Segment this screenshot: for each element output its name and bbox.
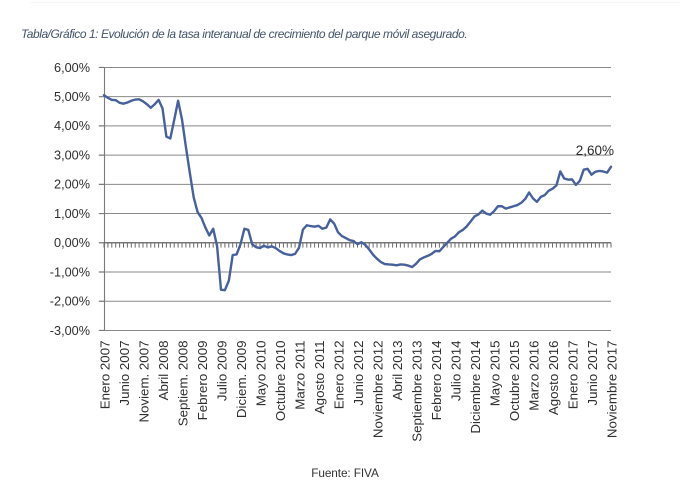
svg-text:-2,00%: -2,00% <box>50 295 90 309</box>
svg-text:Mayo 2010: Mayo 2010 <box>253 341 268 407</box>
svg-text:Marzo 2011: Marzo 2011 <box>292 341 307 410</box>
svg-text:4,00%: 4,00% <box>54 119 90 133</box>
svg-text:Septiem. 2008: Septiem. 2008 <box>175 341 190 427</box>
svg-text:Enero 2007: Enero 2007 <box>97 341 112 410</box>
svg-text:5,00%: 5,00% <box>54 90 90 104</box>
svg-text:Diciem. 2009: Diciem. 2009 <box>234 341 249 419</box>
svg-text:Marzo 2016: Marzo 2016 <box>526 341 541 411</box>
svg-text:Diciembre 2014: Diciembre 2014 <box>468 341 483 434</box>
svg-text:1,00%: 1,00% <box>54 207 90 221</box>
svg-text:Enero 2012: Enero 2012 <box>331 341 346 410</box>
svg-text:Abril 2013: Abril 2013 <box>390 341 405 401</box>
svg-text:Enero 2017: Enero 2017 <box>565 341 580 410</box>
svg-text:Noviembre 2017: Noviembre 2017 <box>604 341 619 439</box>
svg-text:2,60%: 2,60% <box>576 143 614 158</box>
svg-text:Junio 2017: Junio 2017 <box>585 341 600 406</box>
svg-text:Mayo 2015: Mayo 2015 <box>487 341 502 407</box>
svg-text:Septiembre 2013: Septiembre 2013 <box>409 341 424 442</box>
svg-text:Abril 2008: Abril 2008 <box>156 341 171 401</box>
svg-text:Junio 2007: Junio 2007 <box>117 341 132 406</box>
svg-text:Julio 2009: Julio 2009 <box>214 341 229 402</box>
svg-text:Agosto 2011: Agosto 2011 <box>312 341 327 415</box>
svg-text:Febrero 2009: Febrero 2009 <box>195 341 210 421</box>
svg-text:-3,00%: -3,00% <box>50 324 90 338</box>
svg-text:-1,00%: -1,00% <box>50 265 90 279</box>
svg-text:Julio 2014: Julio 2014 <box>448 341 463 402</box>
svg-text:Fuente: FIVA: Fuente: FIVA <box>311 466 379 480</box>
svg-text:3,00%: 3,00% <box>54 148 90 162</box>
svg-text:0,00%: 0,00% <box>54 236 90 250</box>
svg-text:Noviembre 2012: Noviembre 2012 <box>370 341 385 439</box>
svg-text:Febrero 2014: Febrero 2014 <box>429 341 444 421</box>
svg-text:Agosto 2016: Agosto 2016 <box>546 341 561 416</box>
svg-text:2,00%: 2,00% <box>54 178 90 192</box>
svg-text:Noviem. 2007: Noviem. 2007 <box>136 341 151 423</box>
svg-text:Octubre 2015: Octubre 2015 <box>507 341 522 422</box>
svg-text:Junio 2012: Junio 2012 <box>351 341 366 406</box>
svg-text:Octubre 2010: Octubre 2010 <box>273 341 288 422</box>
svg-text:6,00%: 6,00% <box>54 61 90 75</box>
